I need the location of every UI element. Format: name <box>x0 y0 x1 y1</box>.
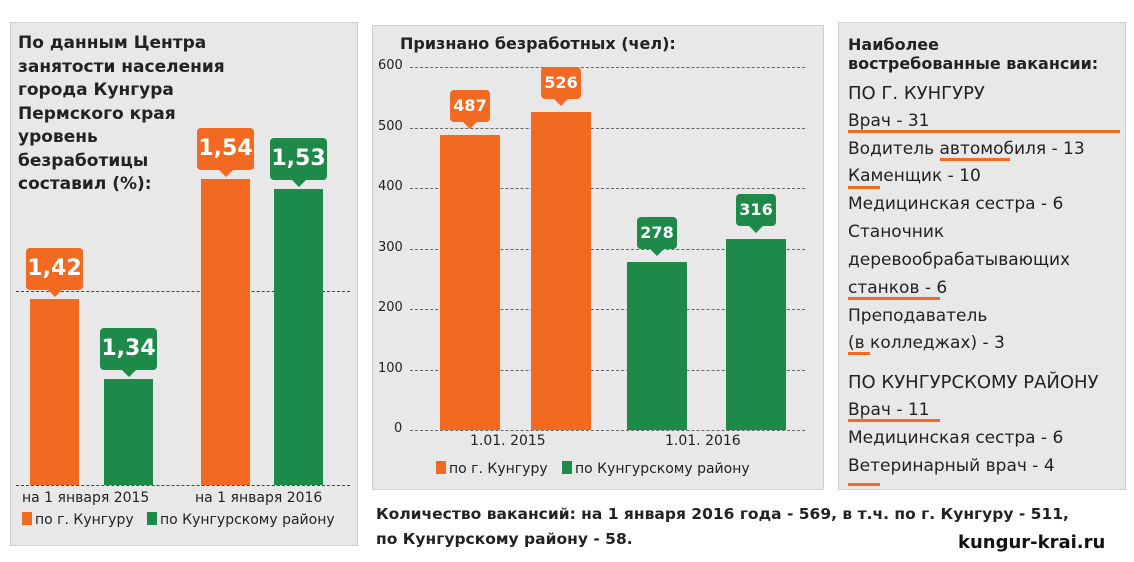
count-bar <box>440 135 500 430</box>
vacancies-panel <box>838 22 1126 490</box>
count-legend-city: по г. Кунгуру <box>436 461 548 477</box>
site-name[interactable]: kungur-krai.ru <box>958 532 1106 553</box>
vacancy-item: станков - 6 <box>848 278 948 298</box>
vacancy-item: Медицинская сестра - 6 <box>848 194 1064 214</box>
city-header: ПО Г. КУНГУРУ <box>848 83 985 104</box>
count-bar <box>531 111 591 430</box>
count-data-label: 526 <box>541 66 581 106</box>
title-line: составил (%): <box>18 174 152 194</box>
y-tick-label: 600 <box>378 58 403 73</box>
title-line: города Кунгура <box>18 80 174 100</box>
y-tick-label: 500 <box>378 118 403 134</box>
rate-bar <box>104 379 153 485</box>
count-legend-district: по Кунгурскому району <box>562 461 750 477</box>
rate-legend-district: по Кунгурскому району <box>147 512 335 528</box>
y-tick-label: 200 <box>378 300 403 315</box>
count-data-label: 487 <box>450 90 490 130</box>
count-data-label: 316 <box>736 193 776 233</box>
highlight-underline <box>940 158 1010 161</box>
count-gridline <box>410 309 805 310</box>
highlight-underline <box>848 352 870 355</box>
rate-bar <box>30 299 79 485</box>
count-gridline <box>410 369 805 371</box>
rate-legend-city: по г. Кунгуру <box>22 512 134 528</box>
rate-data-label: 1,54 <box>197 128 254 177</box>
title-line: уровень <box>18 127 98 147</box>
vacancies-title: Наиболее востребованные вакансии: <box>848 35 1099 73</box>
rate-chart-title: По данным Центра занятости населения город… <box>18 32 225 197</box>
highlight-underline <box>848 419 940 422</box>
rate-data-label: 1,53 <box>270 138 327 187</box>
y-tick-label: 100 <box>378 360 403 376</box>
count-gridline <box>410 248 805 250</box>
count-gridline <box>410 127 805 129</box>
count-gridline <box>410 430 805 431</box>
count-category-label: 1.01. 2016 <box>665 433 741 449</box>
highlight-underline <box>848 130 1120 133</box>
vacancy-item: Ветеринарный врач - 4 <box>848 456 1055 476</box>
vacancy-item: Врач - 11 <box>848 400 930 420</box>
rate-data-label: 1,34 <box>100 328 157 377</box>
rate-bar <box>274 189 323 485</box>
count-bar <box>726 238 786 430</box>
count-category-label: 1.01. 2015 <box>470 433 546 449</box>
count-data-label: 278 <box>637 216 677 256</box>
rate-category-label: на 1 января 2015 <box>22 490 150 506</box>
rate-baseline <box>16 485 350 486</box>
vacancy-item: Каменщик - 10 <box>848 166 981 186</box>
count-bar <box>627 261 687 430</box>
title-line: занятости населения <box>18 56 225 77</box>
vacancy-item: Станочник <box>848 222 945 242</box>
vacancy-item: деревообрабатывающих <box>848 250 1071 270</box>
highlight-underline <box>848 186 880 189</box>
count-chart-title: Признано безработных (чел): <box>400 34 676 53</box>
y-tick-label: 400 <box>378 179 403 194</box>
district-header: ПО КУНГУРСКОМУ РАЙОНУ <box>848 372 1099 393</box>
vacancy-item: (в колледжах) - 3 <box>848 333 1005 353</box>
rate-data-label: 1,42 <box>26 248 83 297</box>
count-gridline <box>410 188 805 189</box>
highlight-underline <box>848 483 880 486</box>
highlight-underline <box>848 297 940 300</box>
count-gridline <box>410 67 805 68</box>
vacancy-item: Преподаватель <box>848 306 988 326</box>
rate-gridline <box>16 291 350 292</box>
vacancies-summary: Количество вакансий: на 1 января 2016 го… <box>376 505 1069 548</box>
vacancy-item: Водитель автомобиля - 13 <box>848 139 1085 159</box>
title-line: безработицы <box>18 150 149 171</box>
y-tick-label: 0 <box>394 421 403 436</box>
title-line: Пермского края <box>18 103 176 124</box>
y-tick-label: 300 <box>378 239 403 255</box>
vacancy-item: Медицинская сестра - 6 <box>848 428 1064 448</box>
vacancy-item: Врач - 31 <box>848 111 930 131</box>
rate-bar <box>201 179 250 485</box>
title-line: По данным Центра <box>18 33 207 53</box>
rate-category-label: на 1 января 2016 <box>195 490 323 506</box>
